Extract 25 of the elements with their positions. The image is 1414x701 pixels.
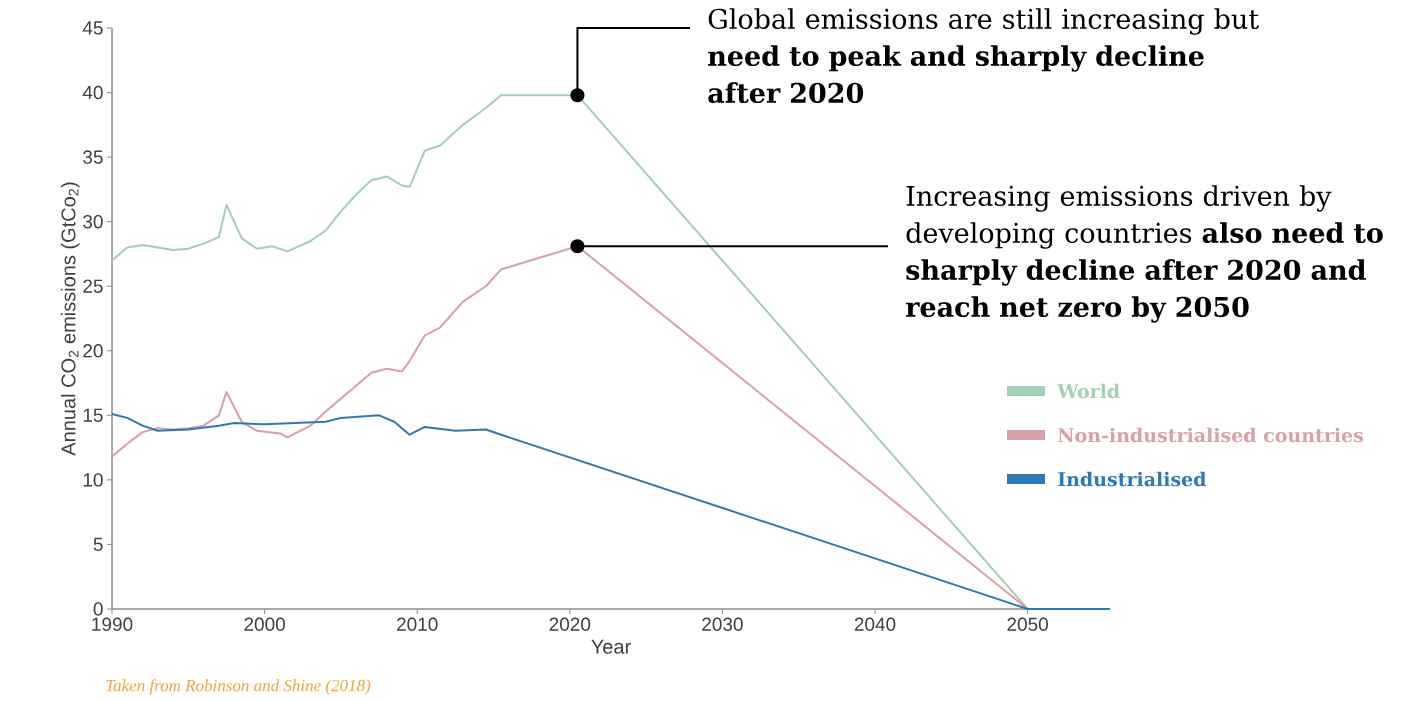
legend-label: Non-industrialised countries — [1058, 427, 1364, 443]
legend-label: World — [1057, 383, 1120, 399]
x-tick-label: 2040 — [854, 617, 896, 631]
y-tick-label: 40 — [82, 85, 103, 100]
y-tick-label: 25 — [83, 279, 103, 293]
x-tick-label: 2010 — [397, 617, 438, 631]
y-axis-title: Annual CO$_{2}$ emissions (GtCo$_{2}$) — [60, 182, 80, 456]
annotation: Increasing emissions driven by developing countries also need to sharply decline after 2020 and reach net zero by 2050 — [905, 185, 1383, 323]
x-tick-label: 2030 — [702, 617, 743, 631]
y-tick-label: 0 — [93, 602, 103, 616]
y-tick-label: 10 — [83, 473, 103, 487]
legend-label: Industrialised — [1058, 471, 1207, 487]
x-tick-label: 2000 — [244, 617, 285, 631]
y-tick-label: 5 — [93, 537, 103, 552]
y-tick-label: 35 — [83, 150, 103, 164]
x-tick-label: 2050 — [1007, 617, 1048, 631]
y-tick-label: 45 — [82, 21, 103, 35]
x-tick-label: 2020 — [549, 617, 591, 631]
y-tick-label: 30 — [83, 214, 103, 229]
x-axis-title: Year — [591, 639, 631, 654]
y-tick-label: 20 — [83, 344, 103, 358]
text: Taken from Robinson and Shine (2018) — [106, 679, 371, 695]
x-tick-label: 1990 — [92, 617, 133, 631]
y-tick-label: 15 — [83, 408, 103, 422]
annotation: Global emissions are still increasing but need to peak and sharply decline after 2020 — [708, 8, 1259, 104]
